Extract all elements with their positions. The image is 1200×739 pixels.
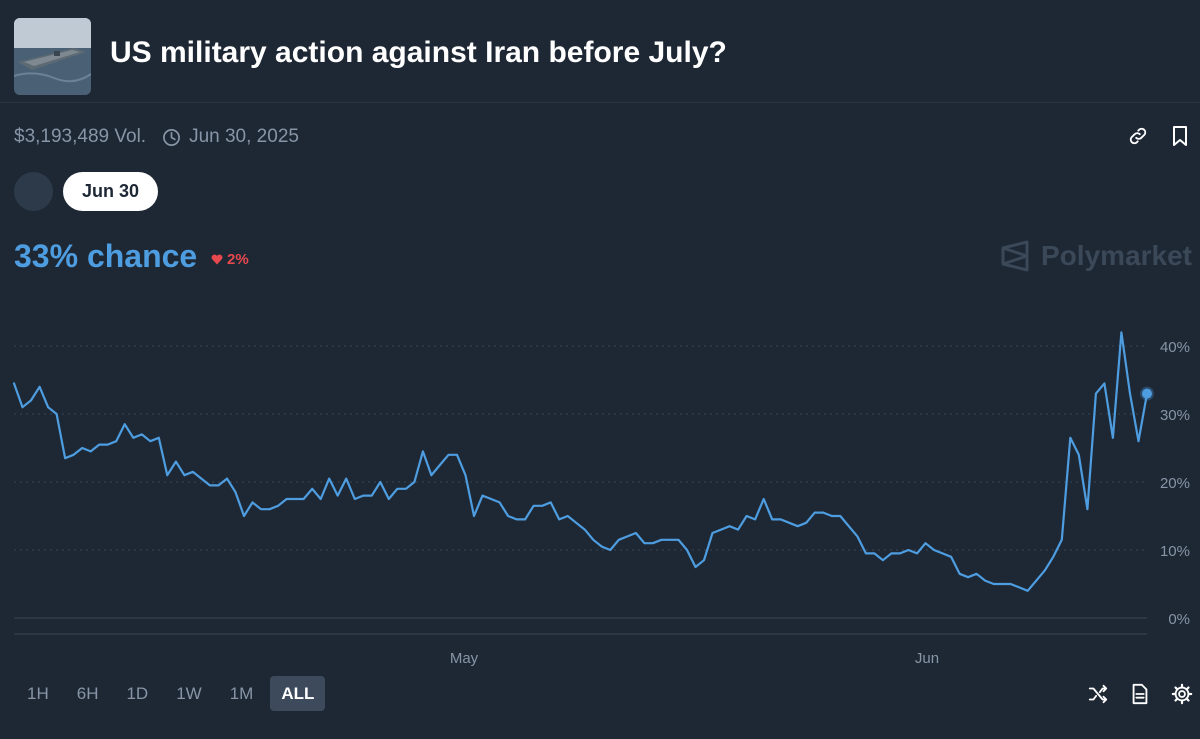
range-button-6h[interactable]: 6H [76, 683, 99, 703]
y-tick-label: 20% [1160, 475, 1190, 492]
x-tick-label: Jun [915, 650, 939, 667]
brand-watermark: Polymarket [999, 240, 1192, 272]
shuffle-icon [1088, 684, 1108, 704]
market-image [14, 18, 91, 95]
outcome-pill-selected[interactable]: Jun 30 [63, 172, 159, 211]
y-tick-label: 30% [1160, 407, 1190, 424]
top-actions [1126, 123, 1192, 149]
shuffle-button[interactable] [1086, 681, 1110, 707]
y-tick-label: 40% [1160, 339, 1190, 356]
market-meta: $3,193,489 Vol. Jun 30, 2025 [14, 125, 299, 149]
settings-button[interactable] [1170, 681, 1194, 707]
time-range-selector: 1H 6H 1D 1W 1M ALL [16, 676, 326, 711]
clock-icon [163, 128, 181, 146]
outcome-chip-empty[interactable] [14, 172, 53, 211]
gear-icon [1171, 683, 1193, 705]
outcome-filter: Jun 30 [14, 172, 159, 211]
link-icon [1129, 127, 1147, 145]
current-point [1142, 388, 1152, 399]
x-tick-label: May [450, 650, 479, 667]
price-chart: 0% 10% 20% 30% 40% May Jun [12, 331, 1190, 667]
y-tick-label: 0% [1168, 611, 1190, 628]
series-line [12, 331, 1149, 592]
bookmark-button[interactable] [1168, 123, 1192, 149]
change-badge: 2% [211, 251, 249, 268]
chart-actions [1086, 681, 1194, 707]
volume-text: $3,193,489 Vol. [14, 126, 147, 147]
market-header: US military action against Iran before J… [0, 0, 1200, 103]
copy-link-button[interactable] [1126, 123, 1150, 149]
aircraft-carrier-image [14, 18, 91, 95]
bookmark-icon [1173, 126, 1187, 146]
range-button-1m[interactable]: 1M [229, 683, 254, 703]
change-value: 2% [227, 251, 249, 268]
range-button-1w[interactable]: 1W [176, 683, 202, 703]
rules-button[interactable] [1128, 681, 1152, 707]
range-button-all[interactable]: ALL [270, 676, 326, 711]
market-title: US military action against Iran before J… [110, 36, 727, 69]
document-icon [1132, 683, 1148, 705]
range-button-1h[interactable]: 1H [27, 683, 49, 703]
heart-down-icon [211, 254, 223, 265]
end-date: Jun 30, 2025 [162, 126, 299, 148]
end-date-text: Jun 30, 2025 [189, 126, 299, 147]
y-tick-label: 10% [1160, 543, 1190, 560]
polymarket-logo-icon [1001, 240, 1029, 272]
range-button-1d[interactable]: 1D [126, 683, 149, 703]
chance-text: 33% chance [14, 238, 198, 274]
brand-name: Polymarket [1041, 240, 1192, 271]
